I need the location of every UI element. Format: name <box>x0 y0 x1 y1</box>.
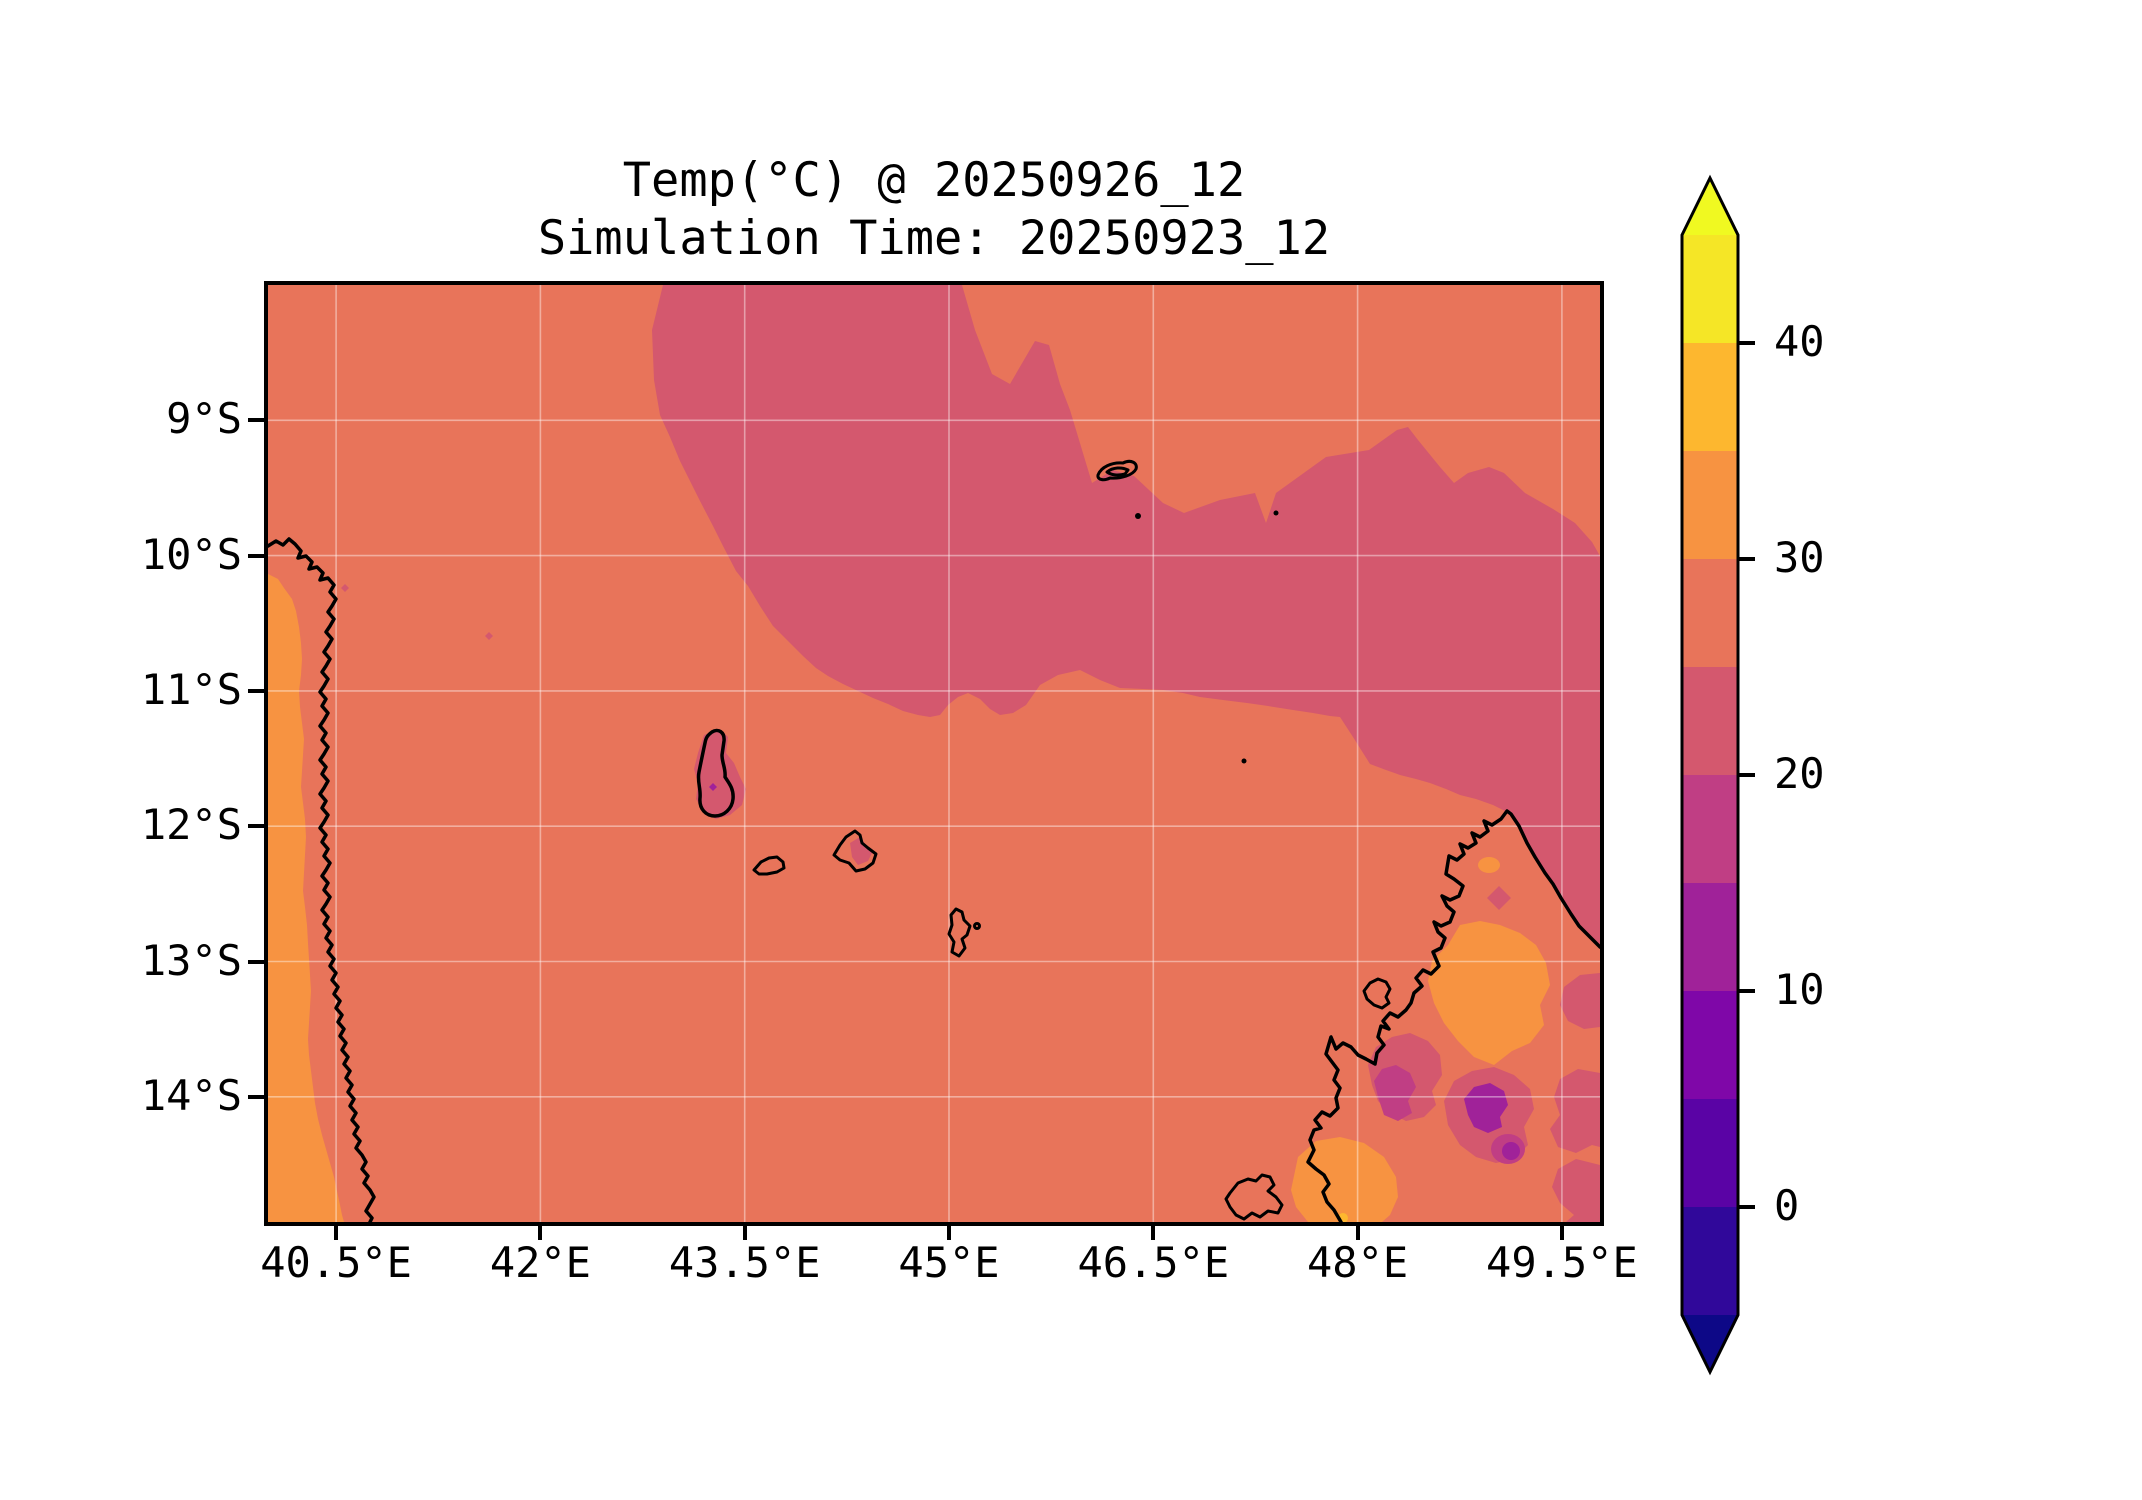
y-tick-label: 10°S <box>140 529 242 579</box>
grande-comore-coastline <box>696 728 735 818</box>
colorbar-bands <box>1682 235 1738 1315</box>
colorbar-band-20–25 <box>1682 667 1738 775</box>
x-tick-mark <box>538 1224 543 1240</box>
mayotte-islet-dot <box>973 922 981 930</box>
madagascar-cool-patch-east2 <box>1550 1069 1600 1153</box>
colorbar-tick-label: 30 <box>1774 533 1825 582</box>
madagascar-warm-lowland-region <box>1428 921 1550 1065</box>
madagascar-cool-patch-east1 <box>1560 973 1600 1029</box>
colorbar-band-5–10 <box>1682 991 1738 1099</box>
x-tick-label: 48°E <box>1307 1238 1409 1287</box>
madagascar-highland-spot-1 <box>1464 1083 1508 1133</box>
colorbar-tick-label: 20 <box>1774 749 1825 798</box>
x-tick-mark <box>1559 1224 1564 1240</box>
small-cool-speck-1 <box>341 584 349 592</box>
small-cool-speck-2 <box>485 632 493 640</box>
y-tick-label: 14°S <box>140 1070 242 1120</box>
x-tick-mark <box>1151 1224 1156 1240</box>
anjouan-coastline <box>832 829 878 873</box>
y-tick-mark <box>248 1094 264 1099</box>
colorbar-band-15–20 <box>1682 775 1738 883</box>
x-tick-label: 49.5°E <box>1486 1238 1638 1287</box>
colorbar-tick-marks <box>1738 341 1755 1209</box>
y-tick-mark <box>248 824 264 829</box>
africa-warm-land-region <box>268 574 344 1222</box>
colorbar-tick-label: 0 <box>1774 1181 1800 1230</box>
x-tick-label: 46.5°E <box>1077 1238 1230 1287</box>
colorbar-band--5–0 <box>1682 1207 1738 1315</box>
x-tick-label: 43.5°E <box>668 1238 821 1287</box>
colorbar-band-40–45 <box>1682 235 1738 343</box>
plot-title: Temp(°C) @ 20250926_12 Simulation Time: 2… <box>268 152 1600 268</box>
colorbar-band-0–5 <box>1682 1099 1738 1207</box>
x-tick-label: 45°E <box>898 1238 1000 1287</box>
x-tick-mark <box>1355 1224 1360 1240</box>
plot-title-line2: Simulation Time: 20250923_12 <box>537 211 1331 266</box>
colorbar-outline <box>1680 174 1740 1376</box>
y-tick-mark <box>248 688 264 693</box>
y-tick-label: 12°S <box>140 800 242 850</box>
grande-comore-summit-dot <box>709 783 717 791</box>
colorbar-tick-label: 10 <box>1774 965 1825 1014</box>
map-plot-area <box>268 285 1600 1222</box>
colorbar-tick-label: 40 <box>1774 317 1825 366</box>
moheli-coastline <box>752 855 786 876</box>
x-tick-mark <box>742 1224 747 1240</box>
offshore-island-outline-2 <box>1224 1173 1284 1221</box>
reef-outline-inner <box>1105 466 1130 477</box>
colorbar <box>1680 174 1755 1376</box>
islet-dot-3 <box>1241 758 1247 764</box>
plot-title-line1: Temp(°C) @ 20250926_12 <box>622 153 1246 208</box>
offshore-island-outline-1 <box>1362 977 1392 1010</box>
madagascar-cold-patch-1 <box>1374 1065 1416 1121</box>
cape-cool-diamond <box>1487 886 1511 910</box>
y-tick-mark <box>248 959 264 964</box>
cool-ocean-band-region <box>652 285 1600 948</box>
y-tick-label: 9°S <box>166 394 242 444</box>
madagascar-coastline <box>1306 809 1600 1222</box>
colorbar-band-10–15 <box>1682 883 1738 991</box>
temperature-contour-map <box>268 285 1600 1222</box>
reef-outline-outer <box>1096 459 1138 482</box>
madagascar-warm-coast-region <box>1291 1137 1398 1222</box>
colorbar-over-arrow <box>1682 178 1738 235</box>
colorbar-band-25–30 <box>1682 559 1738 667</box>
y-tick-label: 13°S <box>140 935 242 985</box>
colorbar-band-35–40 <box>1682 343 1738 451</box>
x-tick-label: 40.5°E <box>260 1238 412 1287</box>
x-tick-mark <box>334 1224 339 1240</box>
islet-dot-1 <box>1135 513 1141 519</box>
y-tick-mark <box>248 418 264 423</box>
madagascar-highland-spot-2 <box>1502 1142 1520 1160</box>
colorbar-band-30–35 <box>1682 451 1738 559</box>
x-tick-label: 42°E <box>489 1238 591 1287</box>
x-tick-mark <box>947 1224 951 1240</box>
mayotte-coastline <box>947 907 972 958</box>
cape-warm-spot <box>1478 857 1500 873</box>
africa-coastline <box>268 537 376 1222</box>
y-tick-label: 11°S <box>140 664 242 714</box>
colorbar-under-arrow <box>1682 1315 1738 1372</box>
islet-dot-2 <box>1273 510 1279 516</box>
anjouan-cool-patch <box>850 837 872 865</box>
y-tick-mark <box>248 553 264 558</box>
madagascar-cool-patch-east3 <box>1552 1159 1600 1222</box>
map-gridlines <box>268 285 1600 1222</box>
